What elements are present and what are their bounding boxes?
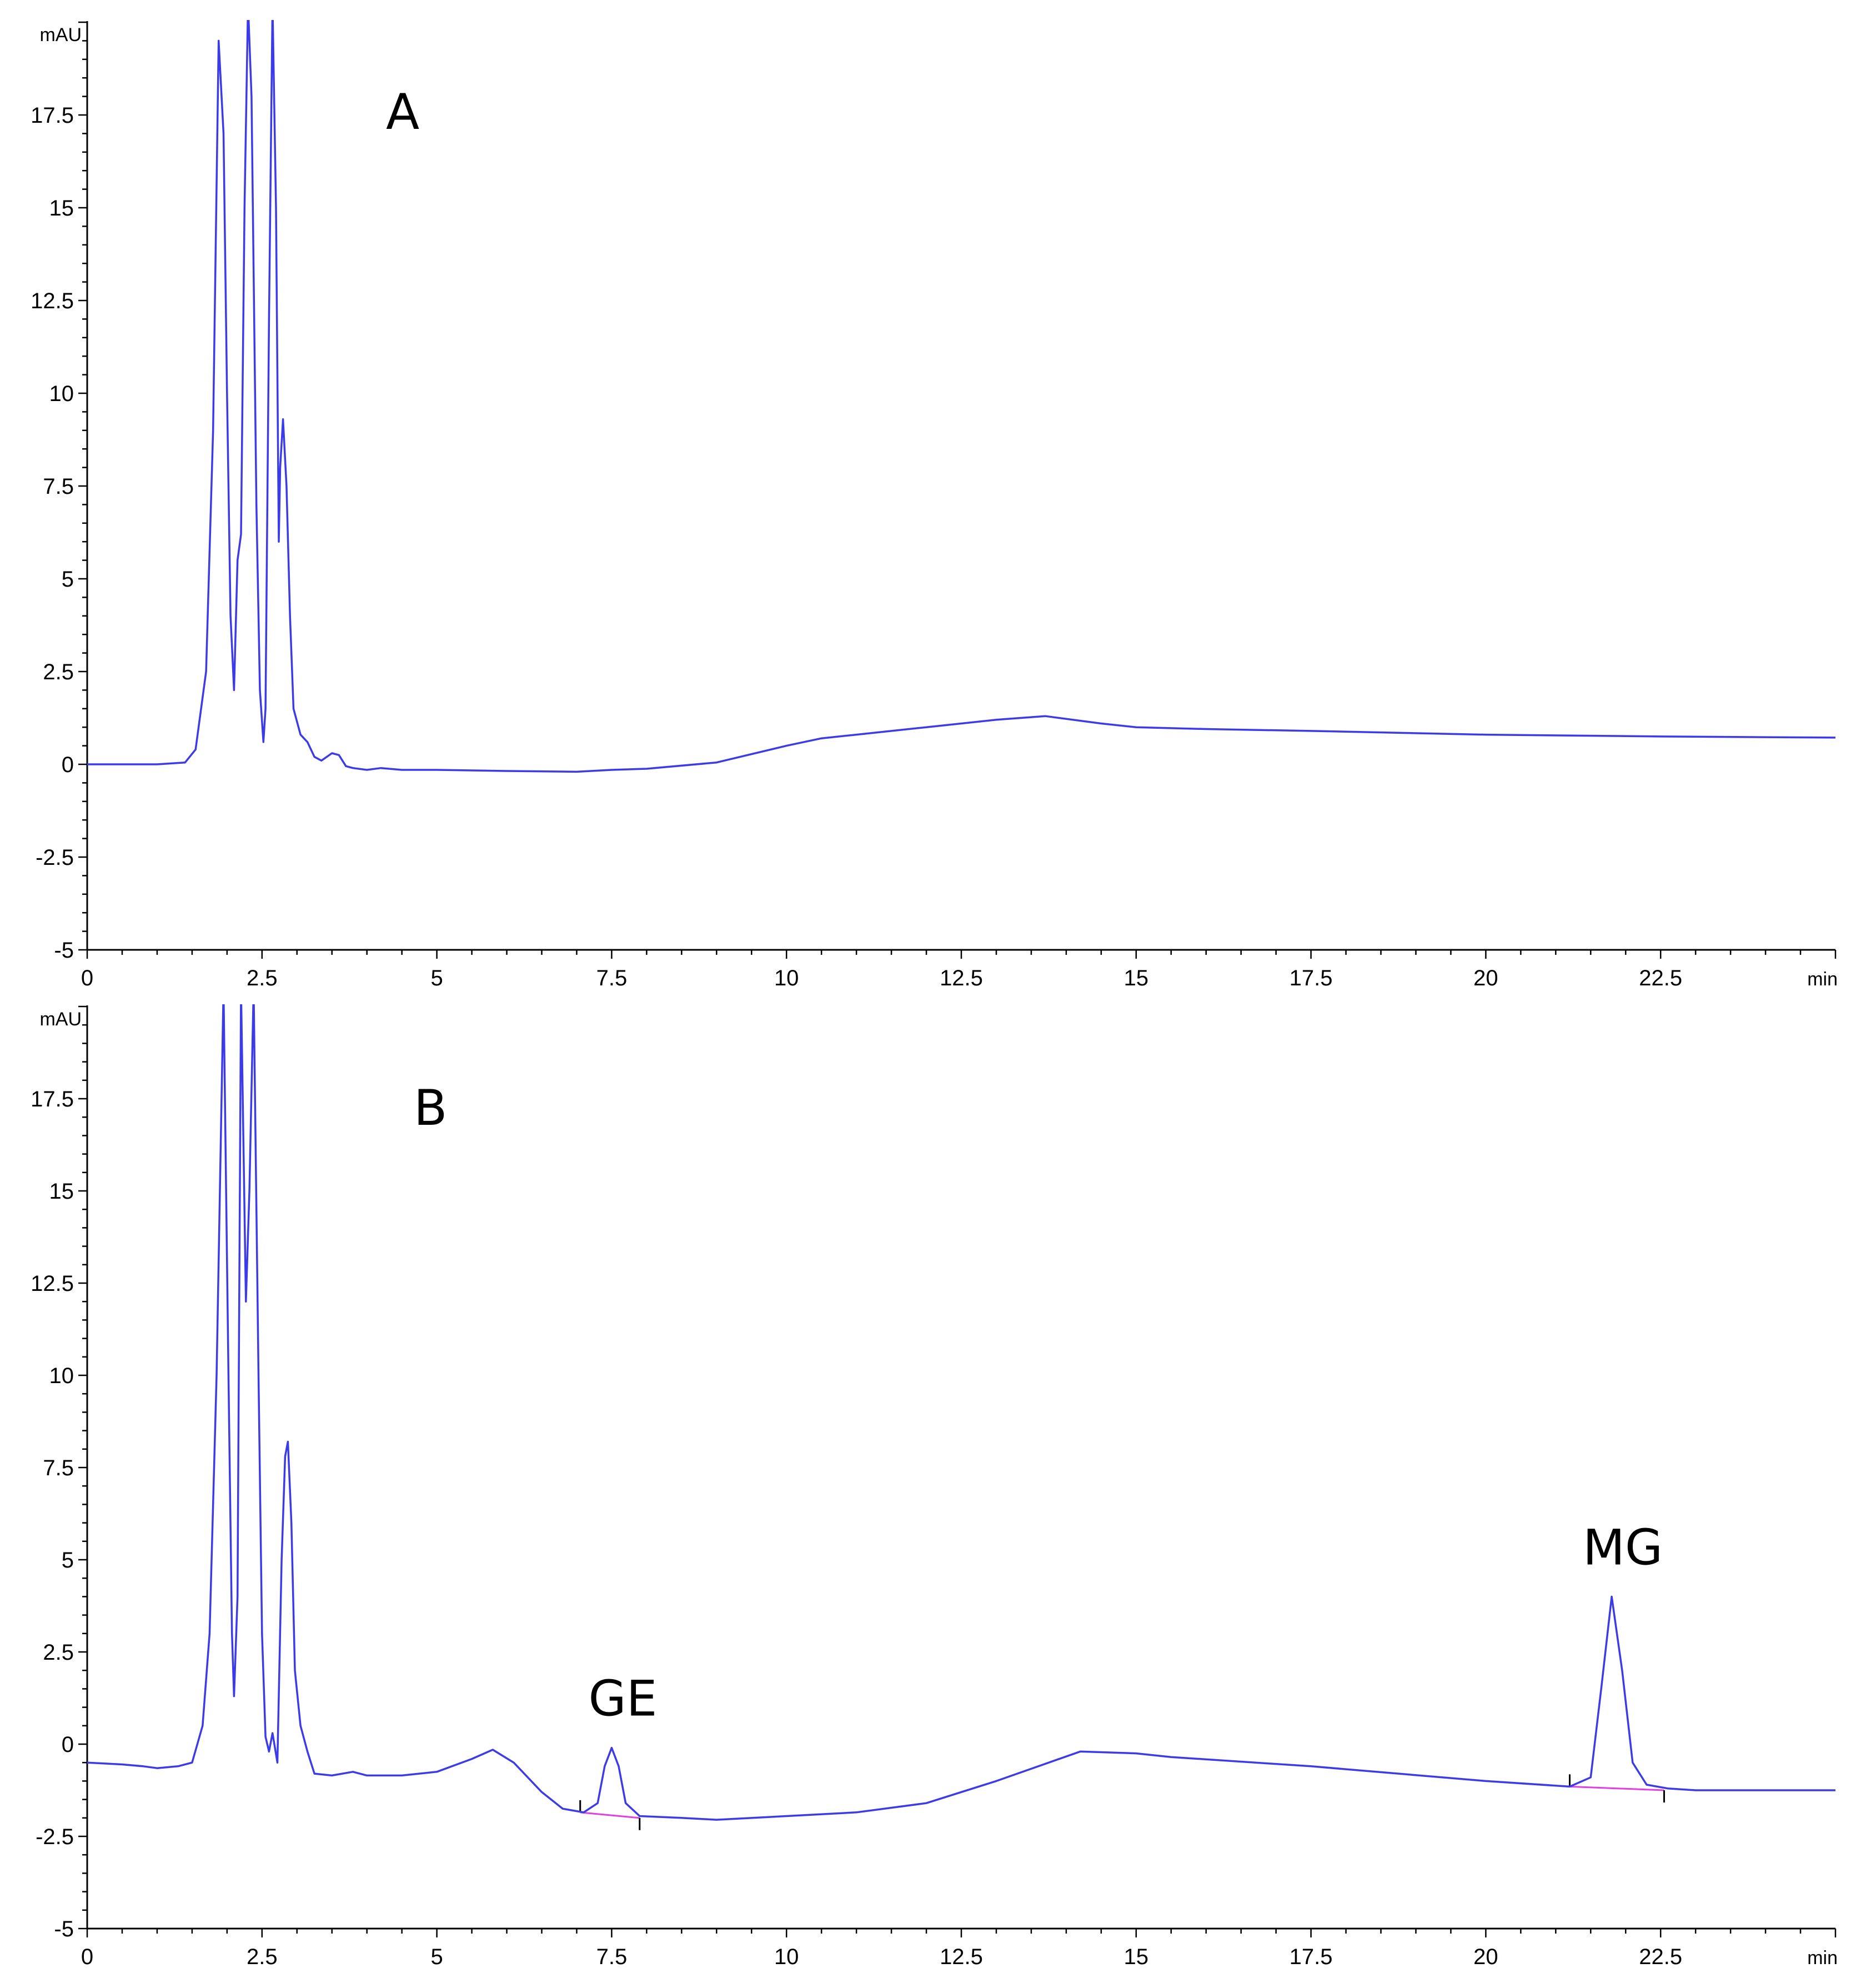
y-tick-label: 12.5: [31, 1271, 74, 1296]
y-tick-label: 2.5: [43, 660, 74, 684]
chromatogram-panel-a: -5 -2.5 0 2.5 5 7.5 10 12.5 15 17.5 0 2.5 5 7.5 10 12.5…: [31, 20, 1838, 990]
x-tick-label: 20: [1473, 966, 1498, 990]
y-tick-label: 0: [62, 1732, 74, 1757]
x-tick-label: 15: [1124, 966, 1149, 990]
x-tick-label: 7.5: [596, 966, 628, 990]
x-tick-label: 10: [774, 966, 799, 990]
y-tick-label: 12.5: [31, 289, 74, 313]
panel-label: B: [414, 1079, 447, 1136]
x-tick-label: 20: [1473, 1945, 1498, 1969]
y-tick-label: -5: [54, 1917, 74, 1941]
peak-label-ge: GE: [589, 1670, 658, 1727]
x-tick-label: 7.5: [596, 1945, 628, 1969]
y-tick-label: 10: [49, 382, 74, 406]
y-tick-label: -2.5: [36, 1825, 74, 1849]
y-tick-label: -2.5: [36, 845, 74, 870]
y-tick-label: 10: [49, 1364, 74, 1388]
y-tick-label: -5: [54, 938, 74, 963]
peak-label-mg: MG: [1583, 1519, 1663, 1576]
x-tick-label: 0: [81, 1945, 93, 1969]
x-tick-label: 5: [430, 1945, 443, 1969]
x-tick-label: 0: [81, 966, 93, 990]
y-tick-label: 7.5: [43, 1456, 74, 1480]
y-tick-label: 2.5: [43, 1640, 74, 1665]
x-unit-label: min: [1807, 1947, 1838, 1969]
x-tick-label: 15: [1124, 1945, 1149, 1969]
chromatogram-trace: [87, 1004, 1835, 1821]
y-tick-label: 15: [49, 196, 74, 221]
integration-baseline: [580, 1811, 640, 1819]
y-unit-label: mAU: [39, 24, 82, 46]
x-unit-label: min: [1807, 969, 1838, 990]
y-tick-label: 0: [62, 753, 74, 777]
integration-baseline: [1569, 1785, 1664, 1791]
x-tick-label: 17.5: [1290, 966, 1333, 990]
panel-label: A: [386, 83, 419, 141]
x-tick-label: 2.5: [247, 966, 278, 990]
x-tick-label: 5: [430, 966, 443, 990]
y-tick-label: 17.5: [31, 1087, 74, 1111]
x-tick-label: 12.5: [940, 966, 983, 990]
y-unit-label: mAU: [39, 1009, 82, 1030]
y-tick-label: 5: [62, 1548, 74, 1573]
y-tick-label: 5: [62, 567, 74, 592]
y-tick-label: 7.5: [43, 474, 74, 499]
y-tick-label: 15: [49, 1179, 74, 1204]
x-tick-label: 22.5: [1639, 966, 1682, 990]
x-tick-label: 22.5: [1639, 1945, 1682, 1969]
chromatogram-trace: [87, 20, 1835, 773]
x-tick-label: 17.5: [1290, 1945, 1333, 1969]
chromatogram-panel-b: -5 -2.5 0 2.5 5 7.5 10 12.5 15 17.5 0 2.5 5 7.5 10 12.5…: [31, 1004, 1838, 1969]
x-tick-label: 12.5: [940, 1945, 983, 1969]
y-tick-label: 17.5: [31, 103, 74, 128]
x-tick-label: 10: [774, 1945, 799, 1969]
x-tick-label: 2.5: [247, 1945, 278, 1969]
